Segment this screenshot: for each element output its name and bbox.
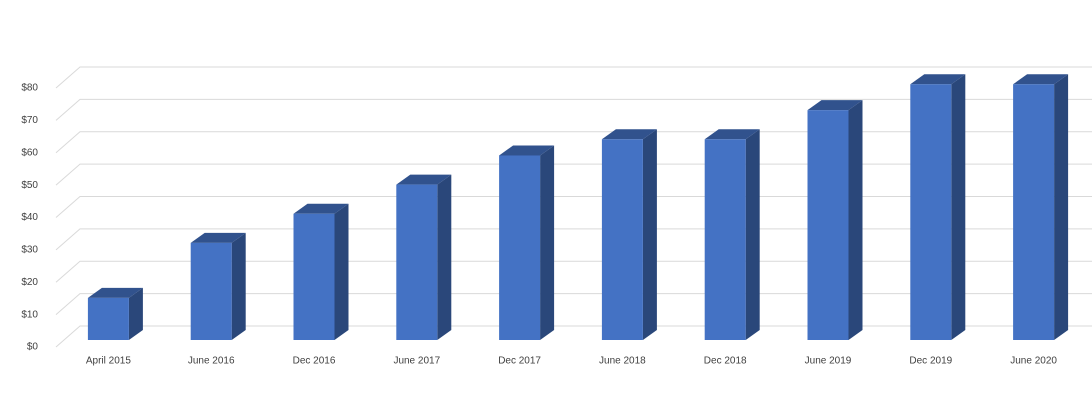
bar-top — [704, 129, 760, 140]
bar-top — [807, 100, 863, 111]
y-tick-label: $50 — [21, 180, 38, 191]
bar-top — [87, 287, 143, 298]
y-tick-label: $40 — [21, 212, 38, 223]
y-tick-label: $80 — [21, 83, 38, 94]
bar-side — [951, 74, 966, 341]
x-tick-label: April 2015 — [86, 356, 131, 367]
bar-top — [1013, 74, 1069, 85]
bar-side — [745, 129, 760, 340]
bar — [499, 155, 541, 340]
grid-line — [55, 66, 1092, 89]
bar — [1013, 84, 1055, 340]
y-tick-label: $10 — [21, 309, 38, 320]
x-tick-label: Dec 2018 — [704, 356, 747, 367]
bar-side — [642, 129, 657, 340]
x-tick-label: June 2018 — [599, 356, 646, 367]
bar-side — [437, 174, 452, 340]
bar-top — [190, 232, 246, 243]
bar-top — [396, 174, 452, 185]
bar — [807, 110, 849, 340]
bar — [910, 84, 952, 340]
bar-side — [334, 203, 349, 340]
bar-side — [540, 145, 555, 340]
y-tick-label: $70 — [21, 115, 38, 126]
bar — [87, 297, 129, 340]
y-tick-label: $30 — [21, 245, 38, 256]
y-tick-label: $20 — [21, 277, 38, 288]
bar-side — [128, 287, 143, 340]
y-tick-label: $60 — [21, 147, 38, 158]
x-tick-label: Dec 2016 — [293, 356, 336, 367]
x-tick-label: Dec 2019 — [909, 356, 952, 367]
bar-top — [293, 203, 349, 214]
bar-side — [848, 100, 863, 340]
bar — [190, 242, 232, 340]
x-tick-label: Dec 2017 — [498, 356, 541, 367]
bar-top — [910, 74, 966, 85]
bar — [601, 139, 643, 340]
x-tick-label: June 2016 — [188, 356, 235, 367]
bar — [704, 139, 746, 340]
bar — [396, 184, 438, 340]
bar-side — [231, 232, 246, 340]
bar-side — [1054, 74, 1069, 341]
bar — [293, 213, 335, 340]
x-tick-label: June 2020 — [1010, 356, 1057, 367]
x-tick-label: June 2019 — [805, 356, 852, 367]
grid-line — [55, 98, 1092, 121]
bar-top — [601, 129, 657, 140]
y-tick-label: $0 — [27, 342, 39, 353]
x-tick-label: June 2017 — [393, 356, 440, 367]
bar-top — [499, 145, 555, 156]
